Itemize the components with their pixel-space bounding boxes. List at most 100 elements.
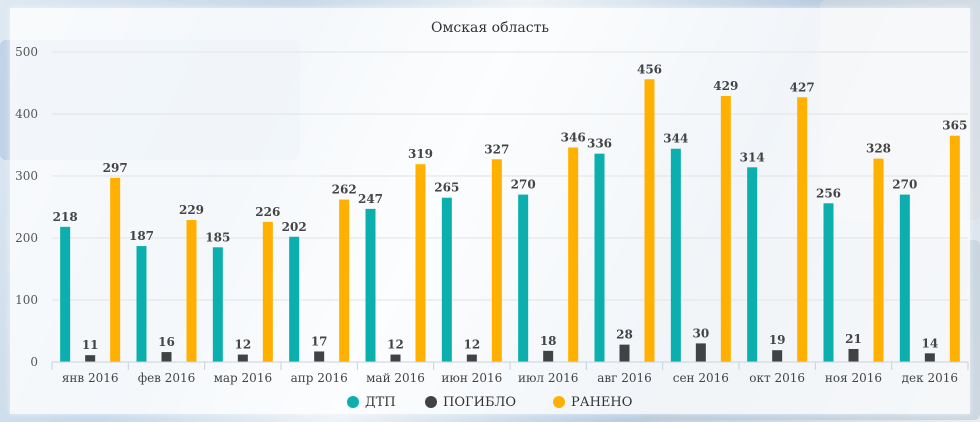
bar: [136, 246, 147, 362]
x-axis: янв 2016 фев 2016 мар 2016 апр 2016 май 2016…: [51, 361, 969, 385]
data-label: 247: [358, 192, 383, 206]
y-tick-label: 300: [15, 169, 38, 183]
x-tick-label: июн 2016: [441, 371, 502, 385]
x-tick-label: май 2016: [366, 371, 425, 385]
bar-chart: Омская область 0 100 200 300 400 500 218 11 297…: [15, 20, 969, 410]
legend-marker: [553, 396, 565, 408]
bar: [212, 247, 223, 362]
bar: [594, 153, 605, 362]
bar: [899, 194, 910, 362]
data-label: 344: [663, 132, 688, 146]
bar: [365, 208, 376, 362]
bar: [619, 344, 630, 362]
bar: [466, 354, 477, 362]
bar: [262, 221, 273, 362]
y-tick-label: 200: [15, 231, 38, 245]
bar: [670, 148, 681, 362]
bar: [949, 135, 960, 362]
data-label: 256: [816, 186, 841, 200]
x-tick-label: окт 2016: [749, 371, 805, 385]
data-label: 365: [942, 119, 967, 133]
bar: [441, 197, 452, 362]
bar: [161, 352, 172, 362]
bar: [924, 353, 935, 362]
bar: [339, 199, 350, 362]
data-label: 336: [587, 137, 612, 151]
bar: [873, 158, 884, 362]
bar: [644, 79, 655, 362]
x-tick-label: фев 2016: [138, 371, 196, 385]
data-label: 229: [179, 203, 204, 217]
bar: [289, 236, 300, 362]
bar: [568, 147, 579, 362]
data-label: 218: [53, 210, 78, 224]
data-label: 427: [790, 80, 815, 94]
data-label: 456: [637, 62, 662, 76]
data-label: 187: [129, 229, 154, 243]
data-label: 30: [692, 326, 709, 340]
x-tick-label: мар 2016: [214, 371, 273, 385]
data-label: 270: [511, 178, 536, 192]
x-tick-label: июл 2016: [518, 371, 578, 385]
legend[interactable]: ДТП ПОГИБЛО РАНЕНО: [347, 395, 632, 410]
data-label: 346: [561, 130, 586, 144]
data-label: 19: [769, 333, 786, 347]
x-tick-label: ноя 2016: [825, 371, 882, 385]
data-label: 12: [387, 338, 404, 352]
legend-marker: [425, 396, 437, 408]
x-tick-label: янв 2016: [62, 371, 119, 385]
bar: [390, 354, 401, 362]
data-label: 270: [892, 178, 917, 192]
y-tick-label: 500: [15, 45, 38, 59]
bar: [848, 348, 859, 362]
data-label: 21: [845, 332, 862, 346]
data-label: 319: [408, 147, 433, 161]
bar: [695, 343, 706, 362]
legend-label: ДТП: [365, 395, 396, 410]
legend-label: ПОГИБЛО: [443, 395, 516, 410]
bar: [85, 355, 96, 362]
y-tick-label: 100: [15, 293, 38, 307]
data-label: 11: [82, 338, 99, 352]
bar: [823, 203, 834, 362]
bar: [314, 351, 325, 362]
data-label: 262: [332, 183, 357, 197]
chart-card: Омская область 0 100 200 300 400 500 218 11 297…: [10, 8, 970, 414]
bar: [110, 177, 121, 362]
data-label: 17: [311, 334, 328, 348]
y-tick-label: 0: [30, 355, 38, 369]
y-tick-label: 400: [15, 107, 38, 121]
bar: [491, 159, 502, 362]
bar: [60, 226, 71, 362]
x-tick-label: апр 2016: [291, 371, 348, 385]
data-label: 16: [158, 335, 175, 349]
x-tick-label: авг 2016: [597, 371, 652, 385]
data-label: 28: [616, 328, 633, 342]
data-label: 328: [866, 142, 891, 156]
data-label: 18: [540, 334, 557, 348]
x-tick-label: дек 2016: [902, 371, 958, 385]
bar: [543, 350, 554, 362]
y-axis: 0 100 200 300 400 500: [15, 45, 38, 369]
chart-title: Омская область: [431, 20, 549, 36]
data-label: 265: [434, 181, 459, 195]
data-label: 297: [103, 161, 128, 175]
data-label: 327: [484, 142, 509, 156]
bar: [797, 97, 808, 362]
data-label: 202: [282, 220, 307, 234]
x-tick-label: сен 2016: [673, 371, 729, 385]
bar: [237, 354, 248, 362]
data-label: 14: [921, 336, 938, 350]
bar: [747, 167, 758, 362]
bar: [186, 220, 197, 362]
legend-label: РАНЕНО: [571, 395, 632, 410]
data-label: 185: [205, 230, 230, 244]
bar: [518, 194, 529, 362]
data-label: 226: [255, 205, 280, 219]
data-label: 429: [713, 79, 738, 93]
legend-marker: [347, 396, 359, 408]
bar: [720, 96, 731, 363]
data-label: 12: [463, 338, 480, 352]
bar: [415, 164, 426, 362]
